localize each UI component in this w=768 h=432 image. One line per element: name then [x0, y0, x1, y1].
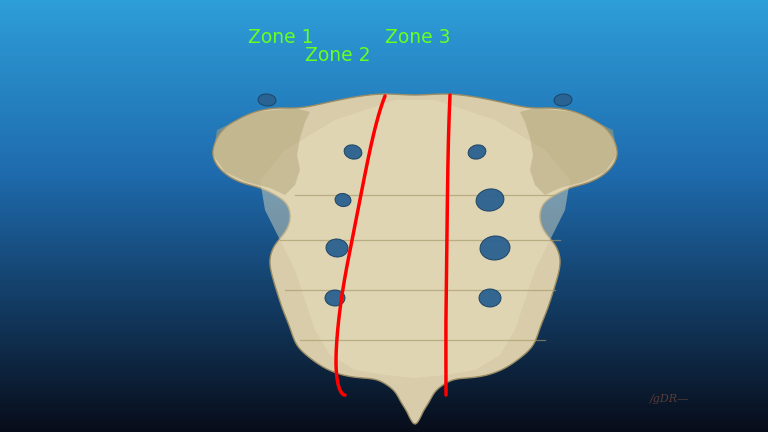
Text: Zone 3: Zone 3	[385, 28, 451, 47]
Ellipse shape	[476, 189, 504, 211]
Text: /gDR—: /gDR—	[650, 394, 689, 404]
Ellipse shape	[258, 94, 276, 106]
Text: Zone 1: Zone 1	[248, 28, 313, 47]
Ellipse shape	[335, 194, 351, 206]
Polygon shape	[520, 108, 617, 195]
Ellipse shape	[468, 145, 486, 159]
Ellipse shape	[326, 239, 348, 257]
Ellipse shape	[480, 236, 510, 260]
Text: Zone 2: Zone 2	[305, 46, 370, 65]
Polygon shape	[260, 100, 570, 378]
Ellipse shape	[479, 289, 501, 307]
Ellipse shape	[325, 290, 345, 306]
Ellipse shape	[554, 94, 572, 106]
Ellipse shape	[344, 145, 362, 159]
Polygon shape	[213, 94, 617, 424]
Polygon shape	[213, 108, 310, 195]
